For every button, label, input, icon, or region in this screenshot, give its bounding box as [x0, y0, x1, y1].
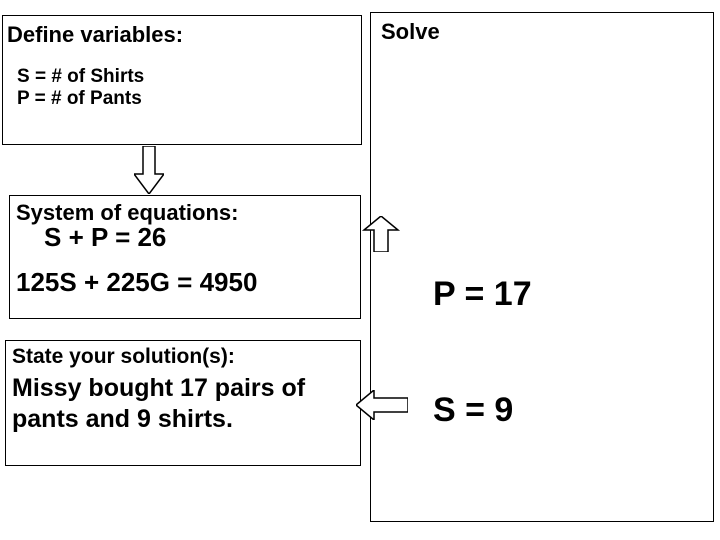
arrow-up-icon — [358, 216, 404, 252]
define-title: Define variables: — [7, 22, 357, 48]
system-equations-box: System of equations: S + P = 26 125S + 2… — [9, 195, 361, 319]
equation-2: 125S + 225G = 4950 — [16, 267, 354, 298]
solution-text: Missy bought 17 pairs of pants and 9 shi… — [12, 373, 354, 436]
solve-box: Solve P = 17 S = 9 — [370, 12, 714, 522]
define-line-2: P = # of Pants — [17, 88, 357, 110]
solve-title: Solve — [381, 19, 703, 45]
solution-title: State your solution(s): — [12, 345, 354, 369]
solve-result-1: P = 17 — [433, 275, 532, 314]
solution-box: State your solution(s): Missy bought 17 … — [5, 340, 361, 466]
arrow-down-icon — [134, 146, 164, 194]
solve-result-2: S = 9 — [433, 391, 513, 430]
equation-1: S + P = 26 — [44, 222, 354, 253]
define-variables-box: Define variables: S = # of Shirts P = # … — [2, 15, 362, 145]
arrow-left-icon — [356, 390, 408, 420]
define-line-1: S = # of Shirts — [17, 66, 357, 88]
